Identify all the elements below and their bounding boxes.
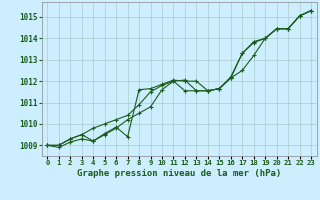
X-axis label: Graphe pression niveau de la mer (hPa): Graphe pression niveau de la mer (hPa) bbox=[77, 169, 281, 178]
